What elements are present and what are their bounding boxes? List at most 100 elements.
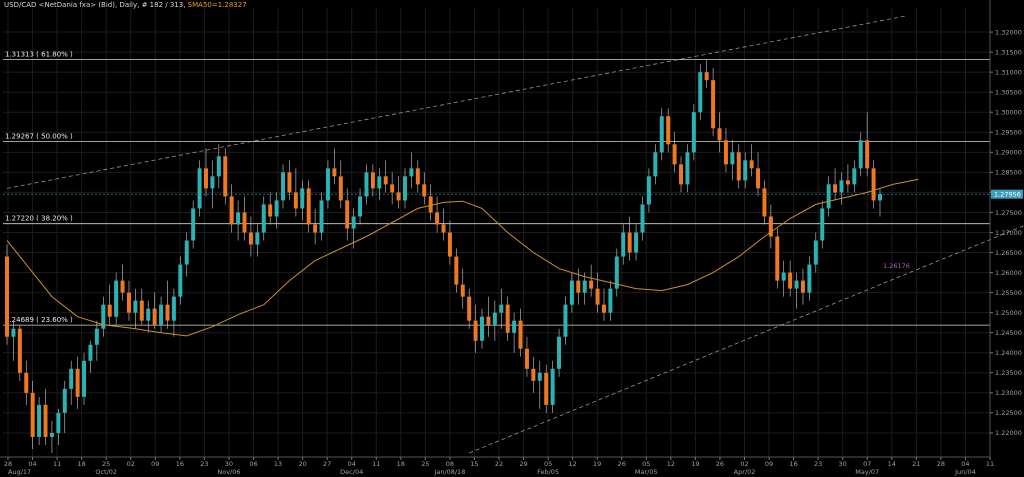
candle-body (634, 232, 639, 253)
date-tick-label: 29 (519, 460, 527, 468)
candle-body (171, 296, 176, 321)
price-tick-label: 1.28500 (995, 169, 1022, 177)
date-tick-label: 18 (397, 460, 405, 468)
date-tick-label: 22 (495, 460, 503, 468)
candle-body (826, 184, 831, 209)
price-tags: 1.27956 (3, 189, 1023, 199)
candle-body (332, 168, 337, 177)
price-tick-label: 1.23500 (995, 369, 1022, 377)
candle-body (165, 304, 170, 321)
price-tick-label: 1.31000 (995, 68, 1022, 76)
candle-body (711, 80, 716, 129)
price-tick-label: 1.23000 (995, 389, 1022, 397)
month-label: Mar/05 (635, 468, 658, 476)
candle-body (685, 152, 690, 185)
date-tick-label: 28 (937, 460, 945, 468)
candle-body (11, 328, 16, 337)
candle-body (608, 288, 613, 313)
candle-body (723, 140, 728, 165)
candle-body (627, 232, 632, 253)
date-axis: 28 04 11 18 25 02 09 16 23 30 06 13 20 27 04 11 18 25 08 15… (0, 456, 994, 476)
candle-body (351, 216, 356, 229)
candle-body (704, 72, 709, 81)
price-tick-label: 1.30500 (995, 88, 1022, 96)
date-tick-label: 30 (225, 460, 233, 468)
date-tick-label: 06 (249, 460, 257, 468)
fibonacci-levels: 1.31313 ( 61.80% ) 1.29267 ( 50.00% ) 1.27… (3, 51, 990, 326)
candle-body (114, 280, 119, 317)
candle-body (306, 188, 311, 225)
candle-body (865, 140, 870, 169)
candle-body (601, 304, 606, 313)
date-tick-label: 11 (372, 460, 380, 468)
date-tick-label: 04 (348, 460, 356, 468)
candle-body (345, 200, 350, 229)
candle-body (871, 168, 876, 201)
month-label: Apr/02 (734, 468, 756, 476)
candle-body (242, 212, 247, 233)
date-tick-label: 25 (421, 460, 429, 468)
date-tick-label: 28 (4, 460, 12, 468)
candle-body (717, 128, 722, 141)
candle-body (370, 172, 375, 189)
candle-body (5, 256, 9, 337)
candle-body (107, 304, 112, 317)
date-tick-label: 08 (446, 460, 454, 468)
candle-body (486, 316, 491, 325)
price-tick-label: 1.22500 (995, 409, 1022, 417)
candle-body (698, 72, 703, 113)
candle-body (614, 256, 619, 289)
date-tick-label: 14 (888, 460, 896, 468)
month-label: Oct/02 (95, 468, 117, 476)
candle-body (101, 304, 106, 329)
symbol-text: USD/CAD <NetDania fxa> (Bid), Daily, # 1… (4, 1, 186, 9)
candle-body (544, 372, 549, 405)
candle-body (383, 176, 388, 185)
date-tick-label: 15 (470, 460, 478, 468)
candle-body (589, 280, 594, 289)
candle-body (557, 336, 562, 369)
candle-body (415, 168, 420, 185)
date-tick-label: 16 (176, 460, 184, 468)
chart-header: USD/CAD <NetDania fxa> (Bid), Daily, # 1… (4, 1, 247, 9)
candle-body (492, 312, 497, 325)
date-tick-label: 04 (961, 460, 969, 468)
candle-body (743, 160, 748, 181)
candle-body (255, 232, 260, 245)
date-tick-label: 23 (814, 460, 822, 468)
candle-body (133, 300, 138, 313)
candle-body (878, 194, 882, 201)
price-tick-label: 1.32000 (995, 28, 1022, 36)
price-tick-label: 1.25000 (995, 309, 1022, 317)
candle-body (88, 344, 93, 361)
candle-body (820, 208, 825, 241)
candle-body (653, 152, 658, 177)
candle-body (191, 208, 196, 241)
candle-body (595, 288, 600, 305)
candle-body (800, 280, 805, 293)
candle-body (82, 360, 87, 397)
price-tick-label: 1.30000 (995, 109, 1022, 117)
candle-body (274, 200, 279, 217)
date-tick-label: 25 (102, 460, 110, 468)
sma50-line (6, 178, 919, 337)
candle-body (319, 200, 324, 233)
candle-body (781, 272, 786, 281)
candle-body (524, 348, 529, 369)
date-tick-label: 26 (716, 460, 724, 468)
date-tick-label: 26 (618, 460, 626, 468)
candle-body (518, 320, 523, 349)
candle-body (582, 280, 587, 293)
month-label: Aug/17 (8, 468, 31, 476)
candle-body (640, 204, 645, 233)
date-tick-label: 04 (28, 460, 36, 468)
candle-body (377, 176, 382, 189)
candle-body (43, 404, 48, 437)
candle-body (139, 300, 144, 321)
candle-body (659, 116, 664, 153)
candle-body (69, 368, 74, 389)
candle-body (691, 112, 696, 153)
price-axis: 1.32000 1.31500 1.31000 1.30500 1.30000 1.295… (989, 0, 1022, 457)
candle-body (435, 212, 440, 225)
candle-body (845, 180, 850, 185)
